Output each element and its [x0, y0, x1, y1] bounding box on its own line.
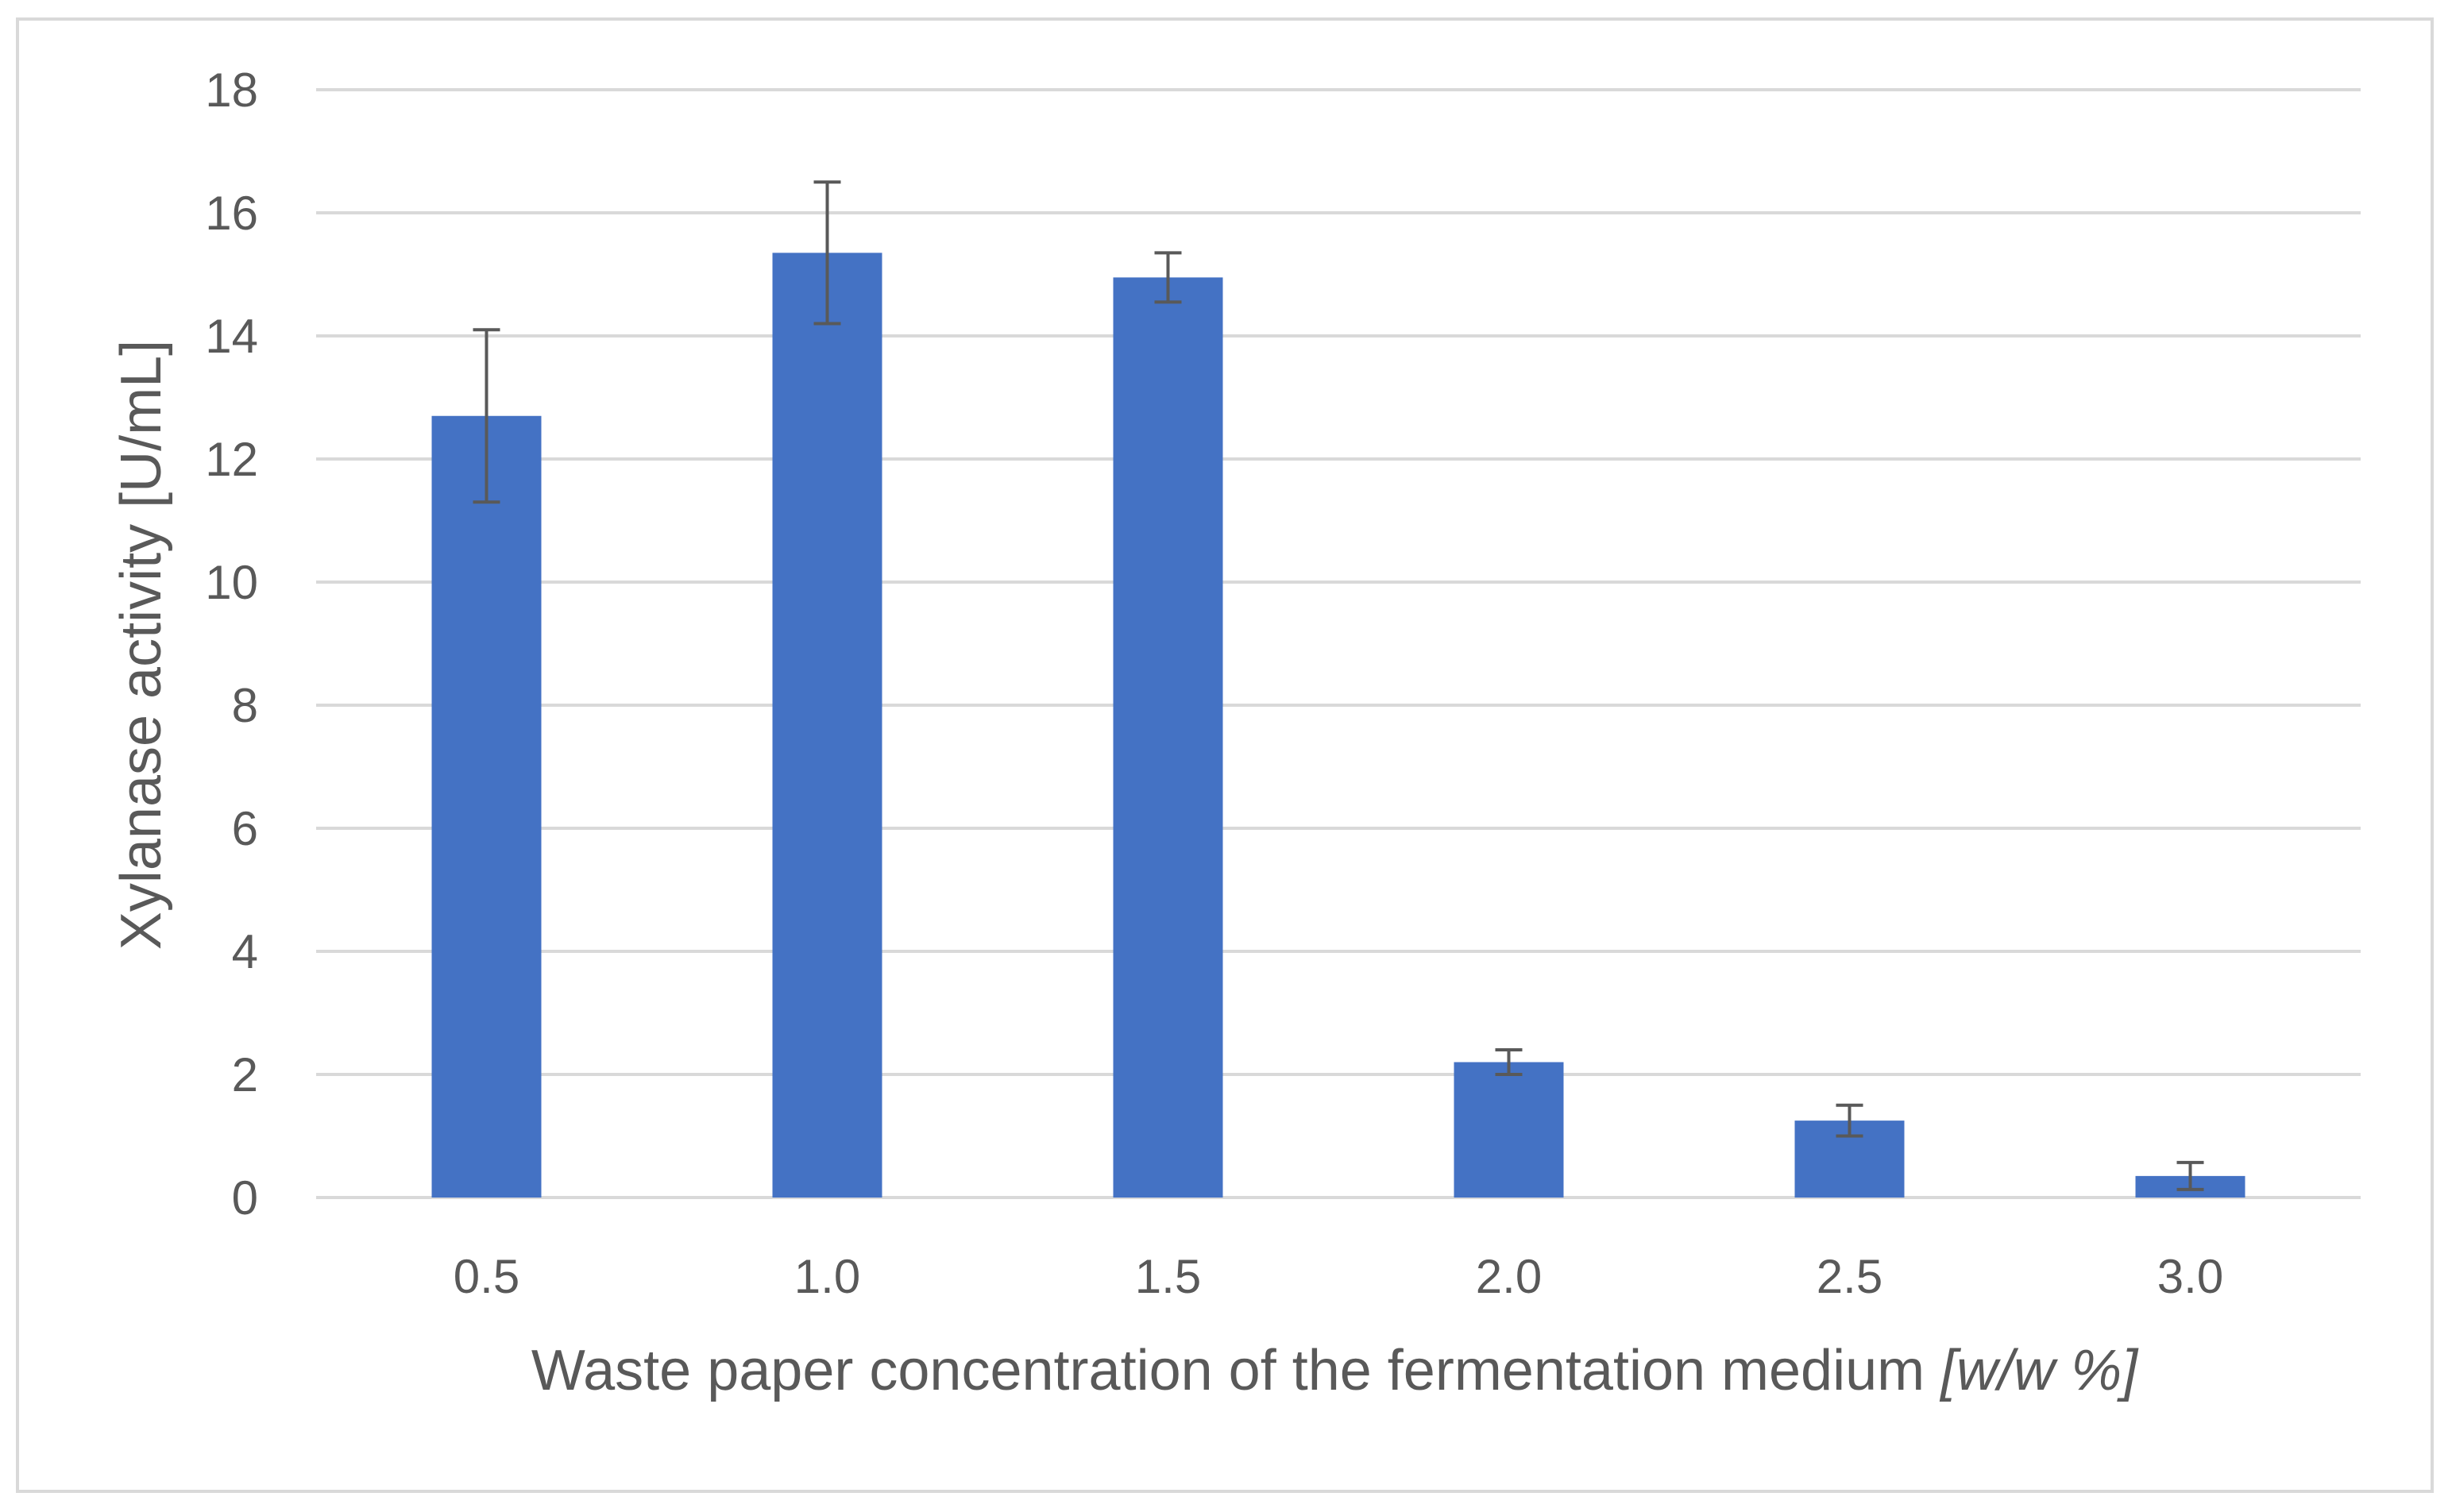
error-bar	[1836, 1103, 1863, 1138]
y-tick-label: 12	[205, 433, 258, 486]
x-tick-label: 0.5	[454, 1250, 519, 1303]
chart-frame	[16, 17, 2434, 1493]
x-tick-label: 1.0	[794, 1250, 860, 1303]
y-tick-label: 10	[205, 556, 258, 609]
x-tick-label: 1.5	[1135, 1250, 1201, 1303]
y-tick-label: 18	[205, 64, 258, 117]
error-bar	[1154, 251, 1182, 304]
x-tick-label: 2.5	[1817, 1250, 1882, 1303]
error-bar	[813, 180, 841, 326]
y-tick-label: 2	[232, 1048, 258, 1101]
bar	[431, 415, 542, 1198]
bar	[1113, 277, 1223, 1198]
x-tick-label: 2.0	[1476, 1250, 1542, 1303]
y-tick-label: 6	[232, 802, 258, 855]
y-axis-title: Xylanase activity [U/mL]	[110, 340, 173, 950]
x-axis-title: Waste paper concentration of the ferment…	[531, 1339, 2139, 1402]
x-tick-label: 3.0	[2157, 1250, 2223, 1303]
error-bar	[473, 328, 500, 504]
bars	[431, 253, 2245, 1198]
error-bars	[473, 180, 2204, 1191]
bar	[1454, 1062, 1564, 1198]
y-tick-label: 0	[232, 1171, 258, 1225]
error-bar	[2176, 1160, 2204, 1191]
error-bar	[1495, 1048, 1523, 1076]
y-tick-label: 8	[232, 679, 258, 732]
y-tick-label: 16	[205, 187, 258, 240]
y-tick-labels: 0 2 4 6 8 10 12 14 16 18	[205, 64, 258, 1225]
bar	[772, 253, 882, 1198]
y-tick-label: 4	[232, 925, 258, 978]
gridlines	[316, 88, 2361, 1199]
x-tick-labels: 0.5 1.0 1.5 2.0 2.5 3.0	[454, 1250, 2223, 1303]
y-tick-label: 14	[205, 310, 258, 363]
